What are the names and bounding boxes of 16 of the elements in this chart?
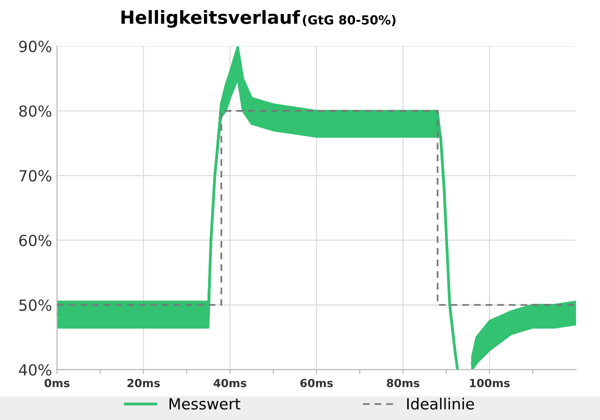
chart-title: Helligkeitsverlauf: [121, 10, 300, 28]
x-tick-label: 0ms: [44, 378, 70, 388]
legend-label: Ideallinie: [407, 398, 474, 410]
x-tick-label: 40ms: [214, 378, 246, 388]
y-tick-label: 40%: [18, 364, 52, 376]
x-tick-label: 100ms: [470, 378, 510, 388]
legend-label: Messwert: [170, 398, 240, 410]
x-tick-label: 20ms: [128, 378, 160, 388]
chart-subtitle: (GtG 80-50%): [302, 14, 396, 26]
y-tick-label: 90%: [19, 40, 52, 52]
y-tick-label: 50%: [19, 299, 52, 311]
y-tick-label: 70%: [19, 170, 52, 182]
x-tick-label: 60ms: [300, 378, 333, 388]
y-tick-label: 80%: [19, 105, 52, 117]
x-tick-label: 80ms: [386, 378, 420, 388]
y-tick-label: 60%: [19, 234, 52, 246]
